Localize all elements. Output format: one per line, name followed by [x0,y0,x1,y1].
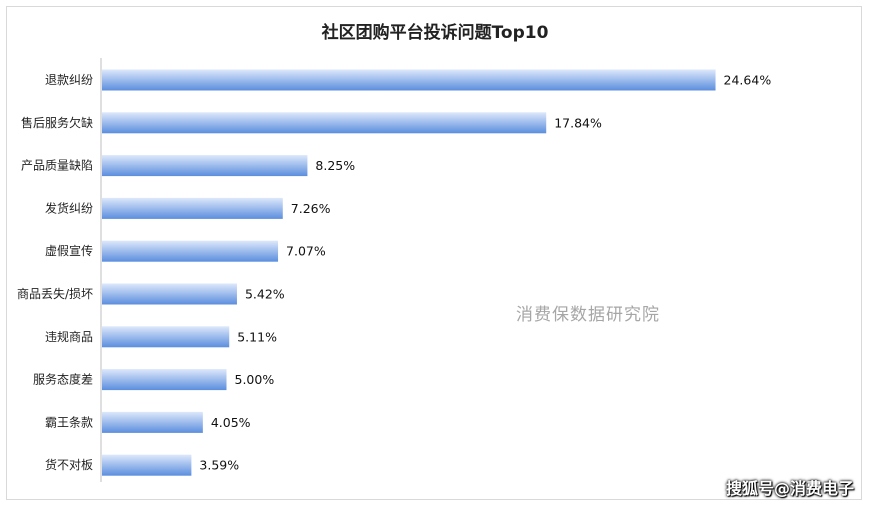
bar-7 [102,326,230,348]
category-label-4: 发货纠纷 [45,200,93,215]
value-label-5: 7.07% [286,244,326,259]
bar-5 [102,240,279,262]
value-label-6: 5.42% [245,287,285,302]
category-label-5: 虚假宣传 [45,243,93,258]
category-label-6: 商品丢失/损坏 [17,286,93,301]
watermark-text: 消费保数据研究院 [516,305,660,325]
category-label-2: 售后服务欠缺 [21,115,93,130]
bar-8 [102,369,227,391]
category-label-7: 违规商品 [45,329,93,344]
value-label-9: 4.05% [211,415,251,430]
value-label-3: 8.25% [315,158,355,173]
value-label-2: 17.84% [554,115,602,130]
value-label-8: 5.00% [235,372,275,387]
bar-4 [102,197,283,219]
bar-9 [102,411,203,433]
bar-3 [102,155,308,177]
category-label-10: 货不对板 [45,457,93,472]
bar-10 [102,454,192,476]
bar-2 [102,112,547,134]
value-label-10: 3.59% [199,458,239,473]
source-credit: 搜狐号@消费电子 [725,479,854,498]
value-label-7: 5.11% [237,329,277,344]
value-label-4: 7.26% [291,201,331,216]
category-label-9: 霸王条款 [45,415,93,429]
chart-title: 社区团购平台投诉问题Top10 [321,23,549,43]
category-label-1: 退款纠纷 [45,73,93,87]
category-label-8: 服务态度差 [33,372,93,387]
bar-1 [102,69,716,91]
value-label-1: 24.64% [724,73,772,88]
category-label-3: 产品质量缺陷 [21,158,93,173]
bar-6 [102,283,237,305]
